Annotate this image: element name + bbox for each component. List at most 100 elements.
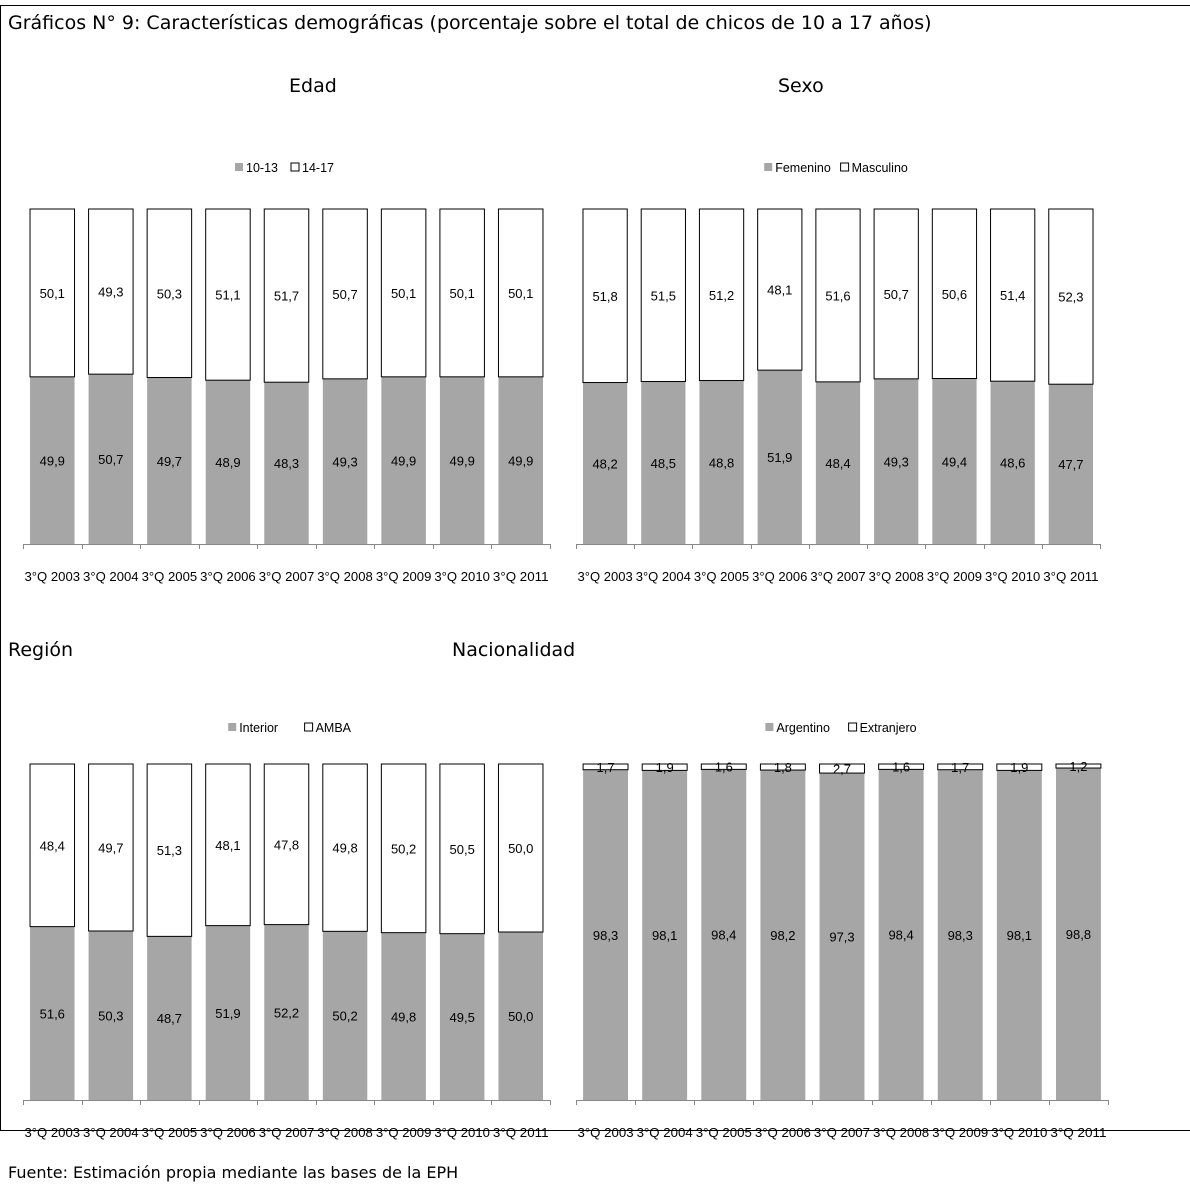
data-label: 51,6 [825, 288, 850, 303]
category-label: 3°Q 2005 [694, 570, 749, 584]
data-label: 49,5 [450, 1010, 475, 1025]
bar-region-interior [322, 931, 368, 1100]
category-label: 3°Q 2003 [25, 570, 81, 584]
bar-edad-14-17 [439, 208, 485, 378]
bar-edad-10-13 [498, 376, 543, 544]
bar-region-interior [439, 933, 485, 1100]
data-label: 49,9 [508, 453, 533, 468]
category-label: 3°Q 2008 [317, 570, 373, 584]
bar-region-amba [380, 763, 427, 934]
bar-sexo-femenino [1048, 384, 1094, 544]
source-note: Fuente: Estimación propia mediante las b… [8, 1163, 459, 1182]
category-label: 3°Q 2007 [814, 1126, 870, 1140]
bar-sexo-masculino [815, 208, 861, 383]
legend-label: 14-17 [302, 161, 334, 175]
chart-title-nacionalidad: Nacionalidad [452, 639, 576, 661]
data-label: 98,4 [888, 928, 913, 943]
bar-region-interior [147, 936, 192, 1100]
data-label: 52,2 [274, 1005, 299, 1020]
bar-region-interior [264, 924, 309, 1100]
data-label: 1,2 [1069, 759, 1087, 774]
bar-nacionalidad-argentino [878, 769, 924, 1100]
bar-nacionalidad-argentino [642, 770, 688, 1100]
data-label: 49,8 [332, 841, 357, 856]
bar-sexo-masculino [698, 208, 745, 382]
data-label: 50,7 [98, 452, 123, 467]
legend-label: Extranjero [860, 721, 917, 735]
data-label: 98,8 [1066, 927, 1091, 942]
bar-nacionalidad-extranjero [819, 763, 865, 774]
bar-nacionalidad-argentino [1055, 768, 1101, 1100]
bar-edad-10-13 [88, 374, 134, 544]
bar-nacionalidad-argentino [819, 773, 865, 1100]
data-label: 2,7 [833, 762, 851, 777]
legend-label: AMBA [316, 721, 352, 735]
bar-region-amba [146, 763, 193, 937]
data-label: 49,3 [98, 285, 123, 300]
bar-sexo-femenino [699, 380, 744, 544]
bar-nacionalidad-argentino [583, 769, 629, 1100]
legend-label: Interior [239, 721, 278, 735]
data-label: 51,9 [767, 450, 792, 465]
legend-label: Argentino [776, 721, 830, 735]
category-label: 3°Q 2004 [637, 1126, 693, 1140]
data-label: 50,5 [450, 842, 475, 857]
category-label: 3°Q 2009 [376, 570, 432, 584]
bar-nacionalidad-extranjero [1055, 763, 1102, 769]
data-label: 48,7 [157, 1011, 182, 1026]
category-label: 3°Q 2009 [376, 1126, 432, 1140]
category-label: 3°Q 2006 [200, 570, 256, 584]
data-label: 50,7 [332, 287, 357, 302]
data-label: 97,3 [829, 930, 854, 945]
bar-sexo-masculino [931, 208, 978, 380]
category-label: 3°Q 2005 [696, 1126, 752, 1140]
legend-swatch [228, 723, 237, 731]
legend-swatch [848, 722, 858, 732]
data-label: 51,1 [215, 288, 240, 303]
data-label: 50,0 [508, 1009, 533, 1024]
bar-nacionalidad-extranjero [996, 763, 1043, 771]
bar-sexo-masculino [582, 208, 628, 384]
chart-title-region: Región [8, 639, 74, 661]
bar-sexo-masculino [757, 208, 803, 371]
data-label: 49,3 [332, 454, 357, 469]
frame-bottom-border [0, 1130, 1190, 1131]
data-label: 1,7 [951, 760, 969, 775]
bar-nacionalidad-extranjero [582, 763, 629, 771]
bar-edad-14-17 [322, 208, 368, 380]
bar-nacionalidad-argentino [996, 770, 1042, 1100]
category-label: 3°Q 2006 [755, 1126, 811, 1140]
bar-region-amba [322, 763, 368, 932]
frame-top-border [0, 5, 1190, 6]
bar-edad-14-17 [29, 208, 76, 378]
legend-label: 10-13 [246, 161, 278, 175]
bar-edad-10-13 [30, 376, 75, 544]
data-label: 50,2 [332, 1009, 357, 1024]
category-label: 3°Q 2010 [434, 570, 490, 584]
bar-region-interior [381, 932, 426, 1100]
bar-sexo-femenino [990, 381, 1035, 544]
bar-region-amba [205, 763, 251, 927]
data-label: 51,7 [274, 289, 299, 304]
legend-swatch [304, 722, 314, 732]
category-label: 3°Q 2010 [985, 570, 1040, 584]
data-label: 49,8 [391, 1009, 416, 1024]
data-label: 98,1 [652, 928, 677, 943]
data-label: 1,9 [656, 760, 674, 775]
data-label: 1,6 [892, 760, 910, 775]
chart-title-sexo: Sexo [778, 75, 824, 97]
legend-swatch [840, 162, 850, 172]
category-label: 3°Q 2005 [142, 570, 198, 584]
bar-nacionalidad-argentino [937, 769, 983, 1100]
data-label: 50,7 [884, 287, 909, 302]
bar-sexo-femenino [815, 381, 861, 544]
bar-sexo-masculino [1048, 208, 1094, 385]
data-label: 48,6 [1000, 456, 1025, 471]
bar-region-interior [498, 932, 543, 1100]
category-label: 3°Q 2004 [83, 1126, 139, 1140]
legend-swatch [764, 163, 773, 171]
data-label: 50,1 [450, 286, 475, 301]
data-label: 98,3 [593, 928, 618, 943]
bar-sexo-masculino [640, 208, 686, 383]
